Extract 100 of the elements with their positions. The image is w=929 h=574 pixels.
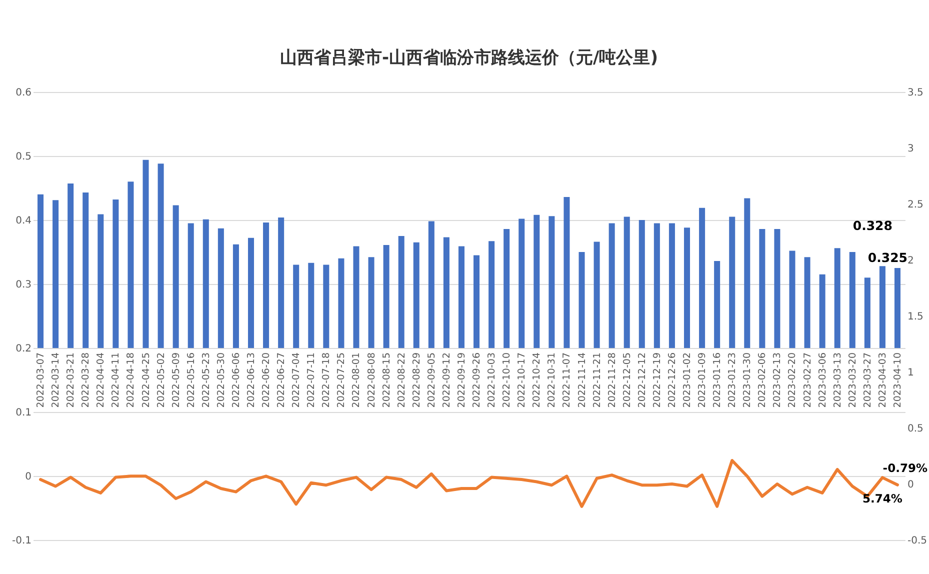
bar (398, 236, 404, 348)
x-tick-label: 2023-04-03 (877, 352, 888, 408)
data-label: 0.325 (868, 250, 908, 265)
bar (624, 216, 630, 348)
x-tick-label: 2023-02-27 (802, 352, 814, 408)
bar (594, 242, 600, 348)
x-tick-label: 2023-03-13 (832, 352, 844, 408)
bar (338, 258, 344, 348)
x-tick-label: 2023-03-27 (862, 352, 874, 408)
bar (789, 250, 796, 348)
x-tick-label: 2023-01-30 (742, 352, 754, 408)
x-tick-label: 2022-11-07 (562, 352, 573, 408)
x-tick-label: 2022-12-12 (636, 352, 648, 408)
y-tick-label: 0.5 (16, 152, 32, 162)
bar (368, 257, 374, 348)
x-tick-label: 2022-11-28 (606, 352, 618, 408)
bar (82, 192, 89, 348)
bar (353, 246, 360, 348)
bar (638, 220, 645, 348)
x-tick-label: 2023-02-13 (772, 352, 784, 408)
x-tick-label: 2022-09-19 (456, 352, 468, 408)
bar (68, 184, 74, 348)
bar (128, 182, 134, 348)
bar (849, 252, 856, 348)
x-tick-label: 2022-04-11 (110, 352, 122, 408)
bar (142, 160, 149, 348)
x-tick-label: 2022-07-25 (336, 352, 348, 408)
x-tick-label: 2022-03-28 (80, 352, 92, 408)
y-tick-label: 0.6 (16, 88, 32, 98)
data-label: -0.79% (882, 460, 928, 475)
bar (578, 252, 585, 348)
x-tick-label: 2022-12-05 (622, 352, 633, 408)
bar (443, 237, 450, 348)
bar (413, 242, 420, 348)
bar (52, 200, 59, 348)
bar (879, 266, 886, 348)
x-tick-label: 2022-09-26 (472, 352, 483, 408)
bar (383, 244, 390, 348)
chart-title: 山西省吕梁市-山西省临汾市路线运价（元/吨公里) (280, 48, 658, 68)
x-tick-label: 2022-12-26 (666, 352, 678, 408)
bar (894, 268, 900, 348)
bar (232, 244, 239, 348)
x-tick-label: 2022-11-21 (592, 352, 603, 408)
bar (684, 228, 690, 348)
y2-tick-label: 1.5 (908, 312, 924, 322)
y2-tick-label: 3.5 (908, 88, 924, 98)
bar (654, 223, 660, 348)
y2-tick-label: -0.5 (908, 536, 928, 546)
x-tick-label: 2022-03-07 (36, 352, 47, 408)
x-tick-label: 2022-05-23 (200, 352, 212, 408)
data-label: 5.74% (862, 492, 903, 506)
bar (608, 223, 615, 348)
bar (308, 262, 314, 348)
x-tick-label: 2022-06-13 (246, 352, 257, 408)
x-tick-label: 2022-05-02 (156, 352, 167, 408)
x-tick-label: 2023-03-06 (817, 352, 828, 408)
y2-tick-label: 0 (908, 480, 914, 490)
x-tick-label: 2022-03-21 (66, 352, 77, 408)
x-tick-label: 2022-06-06 (230, 352, 242, 408)
x-tick-label: 2022-08-15 (381, 352, 392, 408)
bar (504, 228, 510, 348)
x-tick-label: 2022-08-08 (366, 352, 378, 408)
x-tick-label: 2023-01-02 (682, 352, 693, 408)
x-tick-label: 2022-03-14 (50, 352, 62, 408)
x-tick-label: 2022-08-01 (351, 352, 362, 408)
y2-tick-label: 2 (908, 256, 914, 266)
x-tick-label: 2022-09-12 (441, 352, 452, 408)
bar (38, 194, 44, 348)
x-tick-label: 2022-12-19 (652, 352, 663, 408)
bar (699, 208, 706, 348)
bar (819, 274, 826, 348)
x-tick-label: 2023-02-06 (757, 352, 768, 408)
y2-tick-label: 0.5 (908, 424, 924, 434)
bar (218, 228, 224, 348)
x-tick-label: 2022-11-14 (576, 352, 588, 408)
x-tick-label: 2022-04-18 (126, 352, 137, 408)
x-tick-label: 2022-07-04 (291, 352, 302, 408)
bar (864, 278, 870, 348)
y-tick-label: -0.1 (12, 536, 32, 546)
x-tick-label: 2022-08-29 (411, 352, 422, 408)
x-tick-label: 2022-10-31 (546, 352, 558, 408)
bar (518, 218, 525, 348)
bar (172, 205, 179, 348)
x-tick-label: 2022-10-24 (532, 352, 543, 408)
x-tick-label: 2022-05-16 (186, 352, 197, 408)
bar (548, 216, 555, 348)
y2-tick-label: 2.5 (908, 200, 924, 210)
x-tick-label: 2022-10-17 (516, 352, 528, 408)
bar (428, 221, 434, 348)
bar (834, 248, 840, 348)
bar (759, 228, 766, 348)
bar (488, 241, 495, 348)
x-tick-label: 2022-04-25 (140, 352, 152, 408)
x-tick-label: 2022-07-18 (321, 352, 332, 408)
x-tick-label: 2022-05-30 (216, 352, 227, 408)
bar (98, 214, 104, 348)
x-tick-label: 2022-10-10 (502, 352, 513, 408)
x-tick-label: 2022-10-03 (486, 352, 498, 408)
bar (458, 246, 464, 348)
y2-tick-label: 3 (908, 144, 914, 154)
